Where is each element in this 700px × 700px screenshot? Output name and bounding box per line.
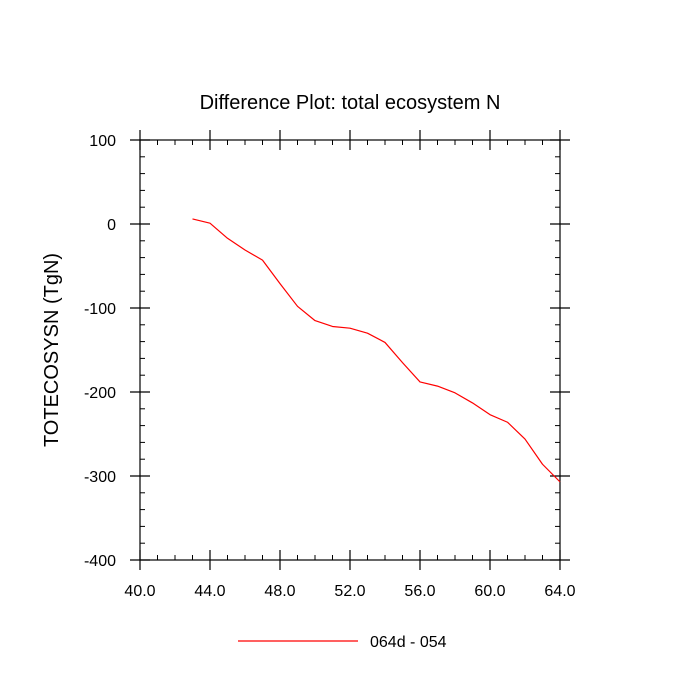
y-tick-label: 0 <box>107 217 116 234</box>
y-tick-label: -400 <box>84 553 116 570</box>
y-axis-title: TOTECOSYSN (TgN) <box>41 253 63 447</box>
x-tick-label: 56.0 <box>404 583 435 600</box>
y-axis: -400 -300 -200 -100 0 100 <box>84 133 570 570</box>
x-tick-label: 64.0 <box>544 583 575 600</box>
x-axis: 40.0 44.0 48.0 52.0 56.0 60.0 64.0 <box>124 130 576 600</box>
x-tick-label: 52.0 <box>334 583 365 600</box>
y-tick-label: -200 <box>84 385 116 402</box>
legend: 064d - 054 <box>238 634 447 651</box>
series-line-0 <box>192 218 561 483</box>
x-tick-label: 60.0 <box>474 583 505 600</box>
y-tick-label: -100 <box>84 301 116 318</box>
series-layer <box>192 218 561 483</box>
x-tick-label: 44.0 <box>194 583 225 600</box>
y-tick-label: 100 <box>89 133 116 150</box>
chart-title: Difference Plot: total ecosystem N <box>200 92 501 114</box>
x-tick-label: 40.0 <box>124 583 155 600</box>
plot-frame <box>139 139 561 561</box>
y-tick-label: -300 <box>84 469 116 486</box>
legend-label: 064d - 054 <box>370 634 447 651</box>
plot-border <box>139 139 561 561</box>
x-tick-label: 48.0 <box>264 583 295 600</box>
